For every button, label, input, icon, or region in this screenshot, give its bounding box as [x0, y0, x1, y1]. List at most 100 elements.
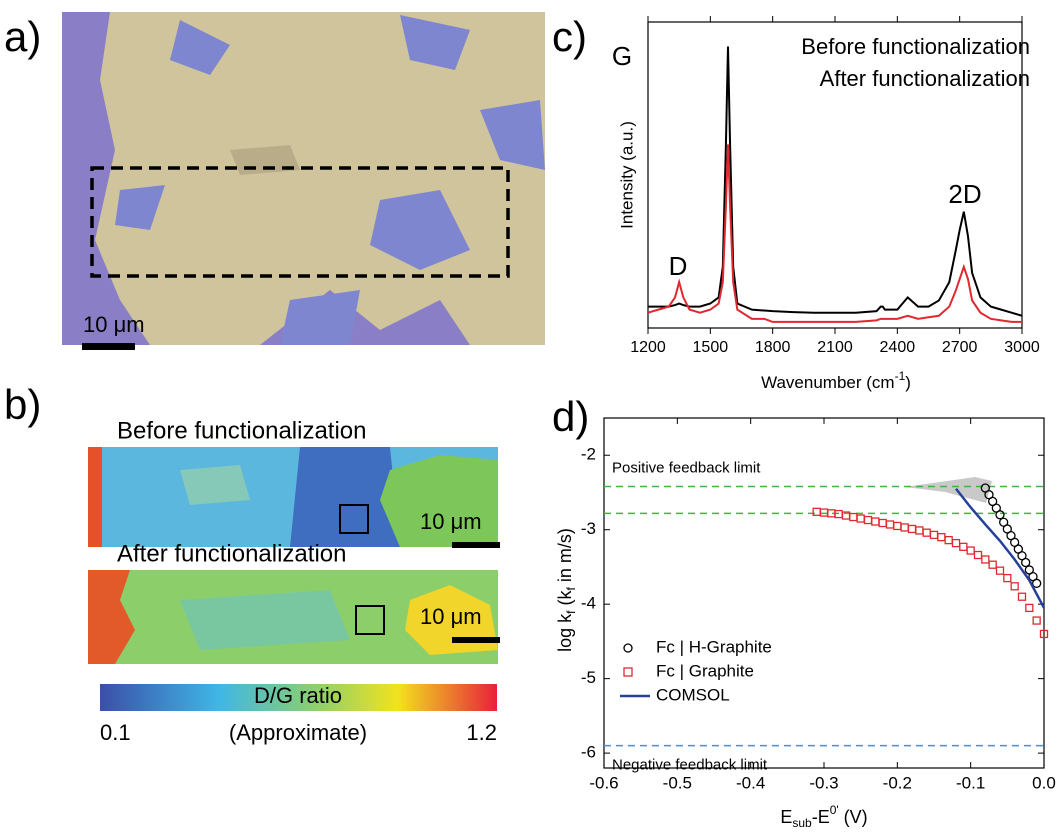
x-tick-label: -0.4	[736, 773, 765, 792]
x-tick-label: 1200	[630, 339, 666, 356]
label-part: )	[905, 373, 911, 392]
peak-label: D	[669, 251, 688, 281]
data-point	[885, 520, 895, 529]
x-tick-label: -0.3	[809, 773, 838, 792]
label-part: -E	[812, 807, 830, 827]
data-point	[893, 521, 902, 531]
label-part: E	[780, 807, 792, 827]
data-point	[1032, 578, 1042, 588]
spectrum-line	[648, 46, 1023, 317]
data-point	[812, 507, 821, 516]
data-point	[988, 560, 997, 569]
data-point	[863, 515, 873, 525]
legend-marker	[623, 667, 633, 677]
peak-label: G	[612, 41, 632, 71]
x-tick-label: 1500	[693, 339, 729, 356]
data-point	[1010, 582, 1019, 591]
data-point	[900, 523, 909, 532]
x-tick-label: -0.1	[956, 773, 985, 792]
colorbar-min: 0.1	[100, 720, 131, 745]
panel-label: b)	[4, 381, 41, 428]
legend-label: Fc | Graphite	[656, 661, 754, 680]
label-part: log k	[555, 613, 575, 652]
label-part: (k	[555, 589, 575, 610]
map-title: Before functionalization	[117, 417, 367, 444]
colorbar	[100, 684, 497, 711]
data-point	[951, 538, 961, 548]
y-axis-label: Intensity (a.u.)	[617, 121, 636, 229]
data-point	[922, 528, 931, 537]
scale-bar-label: 10 μm	[83, 312, 145, 337]
data-point	[995, 566, 1005, 575]
legend-label: COMSOL	[656, 685, 730, 704]
legend-label: Before functionalization	[801, 34, 1030, 59]
x-tick-label: -0.2	[883, 773, 912, 792]
label-part: f	[564, 610, 578, 614]
data-point	[959, 542, 968, 551]
peak-label: 2D	[948, 179, 981, 209]
x-tick-label: -0.5	[663, 773, 692, 792]
label-part: Wavenumber (cm	[761, 373, 895, 392]
x-tick-label: 2400	[880, 339, 916, 356]
x-tick-label: 1800	[755, 339, 791, 356]
map-title: After functionalization	[117, 540, 346, 567]
data-point	[1003, 573, 1012, 583]
y-tick-label: -3	[581, 519, 596, 538]
y-tick-label: -2	[581, 445, 596, 464]
reference-label: Positive feedback limit	[612, 459, 761, 476]
x-tick-label: 2700	[942, 339, 978, 356]
x-tick-label: 0.0	[1032, 773, 1056, 792]
label-part: sub	[792, 816, 812, 830]
legend-label: After functionalization	[820, 66, 1030, 91]
label-part: (V)	[839, 807, 868, 827]
data-point	[1025, 603, 1034, 613]
colorbar-title: D/G ratio	[254, 683, 342, 708]
panel-label: d)	[552, 393, 589, 440]
data-point	[966, 546, 975, 555]
data-point	[937, 532, 946, 542]
data-point	[929, 530, 939, 540]
data-point	[1021, 557, 1031, 568]
data-point	[944, 535, 953, 545]
x-tick-label: 2100	[817, 339, 853, 356]
y-tick-label: -5	[581, 668, 596, 687]
panel-label: c)	[552, 13, 587, 60]
y-tick-label: -4	[581, 594, 596, 613]
label-part: 0'	[830, 803, 839, 817]
x-axis-label: Wavenumber (cm-1)	[761, 369, 911, 392]
y-axis-label: log kf (kf in m/s)	[555, 528, 578, 652]
data-point	[915, 526, 924, 535]
model-line	[955, 487, 1046, 609]
x-tick-label: -0.6	[589, 773, 618, 792]
panel-label: a)	[4, 13, 41, 60]
legend-marker	[623, 643, 633, 653]
colorbar-max: 1.2	[466, 720, 497, 745]
data-point	[981, 555, 990, 564]
colorbar-subtitle: (Approximate)	[229, 720, 367, 745]
spectrum-line	[647, 144, 1022, 323]
legend-label: Fc | H-Graphite	[656, 637, 772, 656]
reference-label: Negative feedback limit	[612, 757, 768, 774]
data-point	[907, 524, 917, 534]
micrograph	[62, 12, 545, 350]
data-point	[973, 550, 983, 560]
uncertainty-band	[905, 477, 992, 503]
label-part: -1	[895, 369, 906, 383]
scale-bar-label: 10 μm	[420, 604, 482, 629]
data-point	[878, 518, 887, 528]
data-point	[1032, 616, 1041, 625]
data-point	[871, 517, 880, 526]
data-point	[1017, 592, 1027, 601]
data-point	[1039, 629, 1049, 639]
data-point	[995, 510, 1005, 520]
data-point	[849, 512, 858, 522]
raman-map	[88, 447, 500, 548]
label-part: in m/s)	[555, 528, 575, 587]
raman-map	[88, 570, 500, 664]
x-tick-label: 3000	[1004, 339, 1040, 356]
data-point	[856, 514, 865, 523]
scale-bar-label: 10 μm	[420, 509, 482, 534]
x-axis-label: Esub-E0' (V)	[780, 803, 867, 830]
label-part: f	[564, 586, 578, 590]
